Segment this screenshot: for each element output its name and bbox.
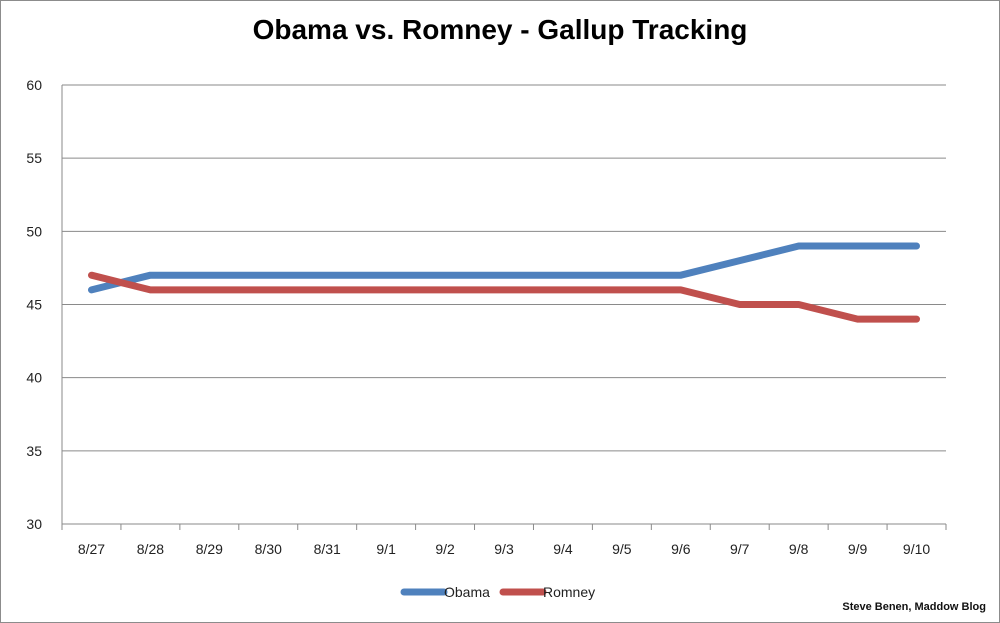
chart-credit: Steve Benen, Maddow Blog [842, 601, 986, 613]
series-line-obama [88, 242, 920, 294]
x-tick-label: 8/28 [137, 541, 164, 557]
x-tick-label: 9/8 [789, 541, 809, 557]
y-tick-label: 60 [26, 77, 42, 93]
y-tick-label: 55 [26, 150, 42, 166]
chart-title: Obama vs. Romney - Gallup Tracking [252, 14, 748, 45]
x-tick-label: 8/30 [255, 541, 282, 557]
series-line-romney [88, 271, 920, 323]
x-tick-label: 8/27 [78, 541, 105, 557]
legend-label-romney: Romney [543, 584, 595, 600]
x-tick-label: 9/4 [553, 541, 573, 557]
x-tick-label: 8/31 [314, 541, 341, 557]
x-tick-label: 9/5 [612, 541, 632, 557]
y-tick-label: 35 [26, 443, 42, 459]
x-tick-label: 9/7 [730, 541, 750, 557]
x-tick-label: 9/2 [435, 541, 455, 557]
legend-label-obama: Obama [444, 584, 490, 600]
x-tick-label: 9/9 [848, 541, 868, 557]
y-tick-label: 50 [26, 223, 42, 239]
y-tick-label: 30 [26, 516, 42, 532]
y-tick-label: 45 [26, 297, 42, 313]
x-tick-label: 9/6 [671, 541, 691, 557]
x-tick-label: 8/29 [196, 541, 223, 557]
x-tick-label: 9/1 [376, 541, 396, 557]
y-tick-label: 40 [26, 370, 42, 386]
x-tick-label: 9/10 [903, 541, 930, 557]
x-tick-label: 9/3 [494, 541, 514, 557]
